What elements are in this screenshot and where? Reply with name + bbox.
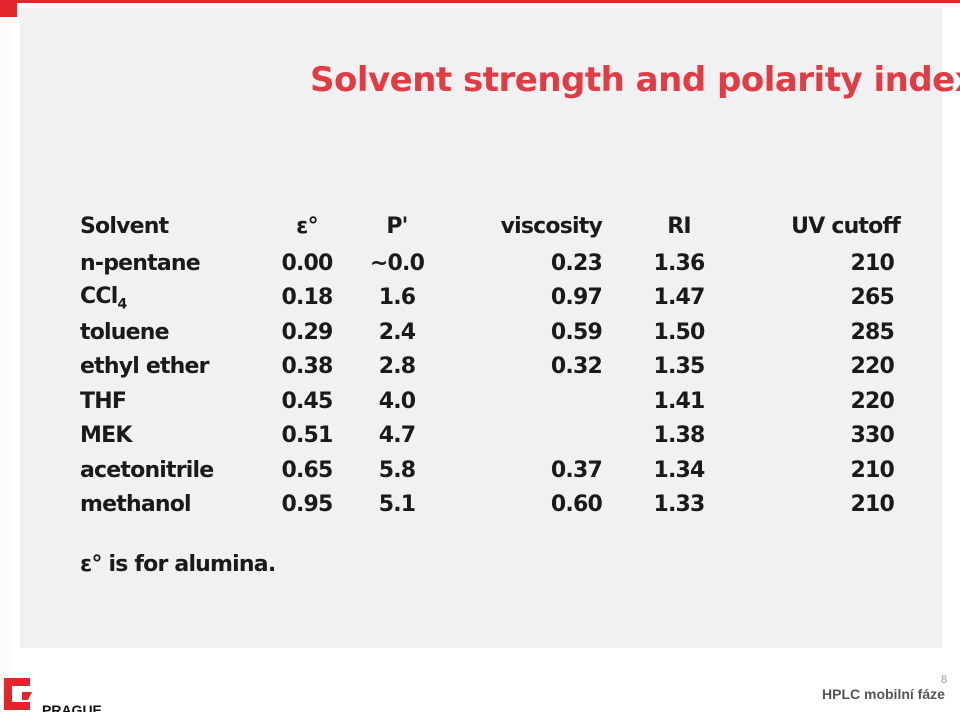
cell-viscosity: 0.23 — [550, 250, 603, 276]
cell-solvent: THF — [80, 388, 127, 414]
cell-p: 4.0 — [378, 388, 416, 414]
cell-epsilon: 0.51 — [281, 423, 333, 449]
logo-wordmark: PRAGUE — [42, 702, 102, 712]
cell-solvent: MEK — [80, 423, 132, 449]
logo-icon — [4, 678, 32, 710]
cell-p: 2.8 — [378, 354, 416, 380]
cell-uv-cutoff: 220 — [850, 388, 894, 414]
table-row: methanol 0.95 5.1 0.60 1.33 210 — [80, 488, 900, 523]
cell-epsilon: 0.29 — [281, 319, 333, 345]
cell-uv-cutoff: 220 — [850, 354, 894, 380]
cell-ri: 1.47 — [653, 285, 705, 311]
cell-uv-cutoff: 210 — [850, 250, 894, 276]
table-row: MEK 0.51 4.7 1.38 330 — [80, 419, 900, 454]
page-number: 8 — [941, 674, 948, 686]
footer-title: HPLC mobilní fáze — [822, 686, 945, 702]
cell-ri: 1.50 — [653, 319, 705, 345]
header-solvent: Solvent — [80, 213, 169, 239]
cell-viscosity — [442, 419, 604, 454]
header-epsilon: ε° — [296, 213, 318, 239]
top-accent-bar — [0, 0, 960, 3]
cell-solvent: methanol — [80, 492, 192, 518]
cell-p: 5.1 — [378, 492, 416, 518]
cell-solvent-subscript: 4 — [117, 295, 127, 312]
cell-viscosity: 0.32 — [550, 354, 603, 380]
slide-content: Solvent strength and polarity index — [20, 8, 960, 648]
cell-solvent: acetonitrile — [80, 457, 214, 483]
cell-epsilon: 0.65 — [281, 457, 333, 483]
slide-title: Solvent strength and polarity index — [310, 60, 960, 100]
cell-epsilon: 0.95 — [281, 492, 333, 518]
cell-viscosity: 0.60 — [550, 492, 603, 518]
table-row: CCl4 0.18 1.6 0.97 1.47 265 — [80, 281, 900, 316]
table-row: toluene 0.29 2.4 0.59 1.50 285 — [80, 315, 900, 350]
cell-ri: 1.33 — [653, 492, 705, 518]
cell-p: 4.7 — [378, 423, 416, 449]
cell-uv-cutoff: 210 — [850, 457, 894, 483]
cell-p: 1.6 — [378, 285, 416, 311]
table-row: ethyl ether 0.38 2.8 0.32 1.35 220 — [80, 350, 900, 385]
header-viscosity: viscosity — [500, 213, 603, 239]
cell-p: 2.4 — [378, 319, 416, 345]
cell-solvent: CCl4 — [80, 283, 127, 312]
table-row: n-pentane 0.00 ~0.0 0.23 1.36 210 — [80, 246, 900, 281]
table-row: acetonitrile 0.65 5.8 0.37 1.34 210 — [80, 453, 900, 488]
cell-uv-cutoff: 285 — [850, 319, 894, 345]
cell-solvent: ethyl ether — [80, 354, 210, 380]
cell-ri: 1.35 — [653, 354, 705, 380]
cell-viscosity: 0.97 — [550, 285, 603, 311]
cell-viscosity: 0.59 — [550, 319, 603, 345]
solvent-table: Solvent ε° P' viscosity RI UV cutoff n-p… — [80, 206, 901, 523]
table-header-row: Solvent ε° P' viscosity RI UV cutoff — [80, 206, 901, 246]
table-row: THF 0.45 4.0 1.41 220 — [80, 384, 900, 419]
header-uv-cutoff: UV cutoff — [791, 213, 901, 239]
table-footnote: ε° is for alumina. — [80, 552, 276, 577]
cell-ri: 1.34 — [653, 457, 705, 483]
cell-epsilon: 0.00 — [281, 250, 333, 276]
cell-solvent: n-pentane — [80, 250, 201, 276]
cell-p: ~0.0 — [369, 250, 425, 276]
cell-uv-cutoff: 210 — [850, 492, 894, 518]
cell-uv-cutoff: 330 — [850, 423, 894, 449]
cell-epsilon: 0.45 — [281, 388, 333, 414]
cell-viscosity — [442, 384, 604, 419]
cell-viscosity: 0.37 — [550, 457, 603, 483]
header-ri: RI — [667, 213, 691, 239]
cell-solvent: toluene — [80, 319, 170, 345]
cell-epsilon: 0.38 — [281, 354, 333, 380]
corner-accent — [0, 0, 17, 17]
cell-ri: 1.41 — [653, 388, 705, 414]
cell-uv-cutoff: 265 — [850, 285, 894, 311]
cell-p: 5.8 — [378, 457, 416, 483]
cell-ri: 1.36 — [653, 250, 705, 276]
cell-epsilon: 0.18 — [281, 285, 333, 311]
left-margin — [0, 0, 14, 690]
cell-ri: 1.38 — [653, 423, 705, 449]
header-p: P' — [386, 213, 408, 239]
